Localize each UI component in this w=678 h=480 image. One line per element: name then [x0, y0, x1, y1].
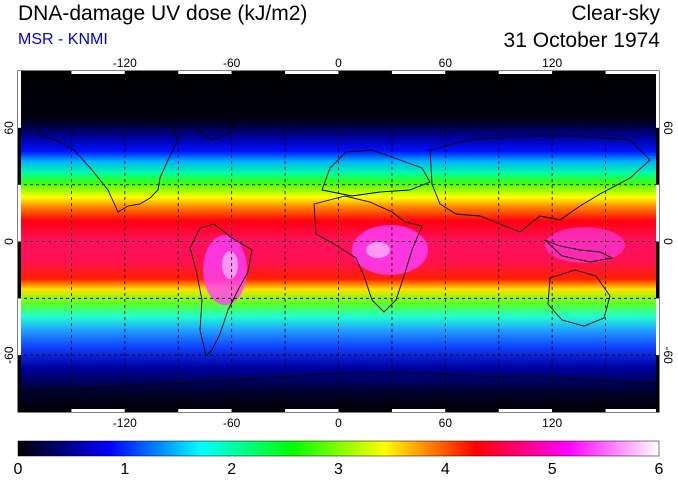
lat-tick-label-left: 0 — [2, 238, 16, 245]
sky-condition-label: Clear-sky — [571, 2, 660, 25]
coastlines — [18, 109, 659, 393]
north-america-outline — [35, 109, 179, 213]
lon-tick-label-bottom: -60 — [223, 416, 241, 430]
date-label: 31 October 1974 — [503, 29, 660, 52]
lon-tick-label-bottom: -120 — [113, 416, 137, 430]
colorbar-tick-label: 4 — [441, 461, 450, 478]
colorbar-tick-label: 2 — [227, 461, 236, 478]
frame-segment — [231, 71, 286, 74]
frame-segment — [656, 184, 659, 242]
map-title: DNA-damage UV dose (kJ/m2) — [18, 2, 308, 25]
frame-segment — [18, 241, 21, 299]
frame-segment — [18, 71, 72, 74]
africa-outline — [313, 195, 423, 313]
lon-tick-label-top: 0 — [335, 56, 342, 70]
greenland-outline — [194, 109, 239, 141]
frame-segment — [231, 409, 286, 412]
lat-tick-label-right: -60 — [661, 346, 675, 364]
frame-segment — [605, 409, 659, 412]
frame-segment — [656, 298, 659, 356]
australia-outline — [547, 269, 611, 327]
lon-tick-label-top: 120 — [542, 56, 562, 70]
frame-segment — [18, 71, 21, 128]
frame-segment — [18, 355, 21, 412]
source-label: MSR - KNMI — [18, 31, 108, 48]
frame-segment — [71, 71, 125, 74]
frame-segment — [178, 409, 232, 412]
uv-hotspots — [203, 225, 625, 305]
lon-tick-label-bottom: 60 — [439, 416, 453, 430]
frame-segment — [338, 409, 392, 412]
lat-tick-label-left: -60 — [2, 346, 16, 364]
lon-tick-label-top: -60 — [223, 56, 241, 70]
frame-segment — [445, 409, 499, 412]
frame-segment — [656, 241, 659, 299]
colorbar-tick-label: 6 — [655, 461, 664, 478]
lon-tick-label-bottom: 120 — [542, 416, 562, 430]
frame-segment — [656, 355, 659, 412]
south-america-outline — [189, 223, 253, 357]
frame-segment — [124, 409, 179, 412]
frame-segment — [178, 71, 232, 74]
frame-segment — [498, 71, 553, 74]
frame-segment — [391, 71, 446, 74]
colorbar-tick-label: 1 — [120, 461, 129, 478]
lat-tick-label-left: 60 — [2, 121, 16, 135]
lon-tick-label-top: -120 — [113, 56, 137, 70]
colorbar-tick-label: 3 — [334, 461, 343, 478]
frame-segment — [552, 409, 606, 412]
frame-segment — [18, 409, 72, 412]
frame-segment — [391, 409, 446, 412]
colorbar-labels: 0 1 2 3 4 5 6 — [14, 461, 664, 478]
graticule — [18, 71, 659, 412]
lon-tick-label-bottom: 0 — [335, 416, 342, 430]
frame-segment — [285, 71, 339, 74]
map-axes: -120 -120 -60 -60 0 0 60 60 120 120 -60 -60 0 0 60 60 — [2, 56, 675, 430]
frame-segment — [656, 127, 659, 185]
frame-segment — [338, 71, 392, 74]
frame-segment — [18, 127, 21, 185]
frame-segment — [18, 184, 21, 242]
frame-segment — [71, 409, 125, 412]
lat-tick-label-right: 0 — [661, 238, 675, 245]
frame-segment — [124, 71, 179, 74]
asia-outline — [429, 135, 651, 233]
colorbar — [17, 440, 660, 457]
frame-segment — [656, 71, 659, 128]
lon-tick-label-top: 60 — [439, 56, 453, 70]
colorbar-tick-label: 0 — [14, 461, 23, 478]
frame-segment — [18, 298, 21, 356]
colorbar-tick-label: 5 — [548, 461, 557, 478]
frame-segment — [498, 409, 553, 412]
frame-segment — [605, 71, 659, 74]
frame-segment — [285, 409, 339, 412]
frame-segment — [552, 71, 606, 74]
frame-segment — [445, 71, 499, 74]
europe-outline — [321, 149, 431, 197]
antarctica-outline — [18, 371, 659, 393]
indonesia-outline — [544, 239, 614, 263]
lat-tick-label-right: 60 — [661, 121, 675, 135]
